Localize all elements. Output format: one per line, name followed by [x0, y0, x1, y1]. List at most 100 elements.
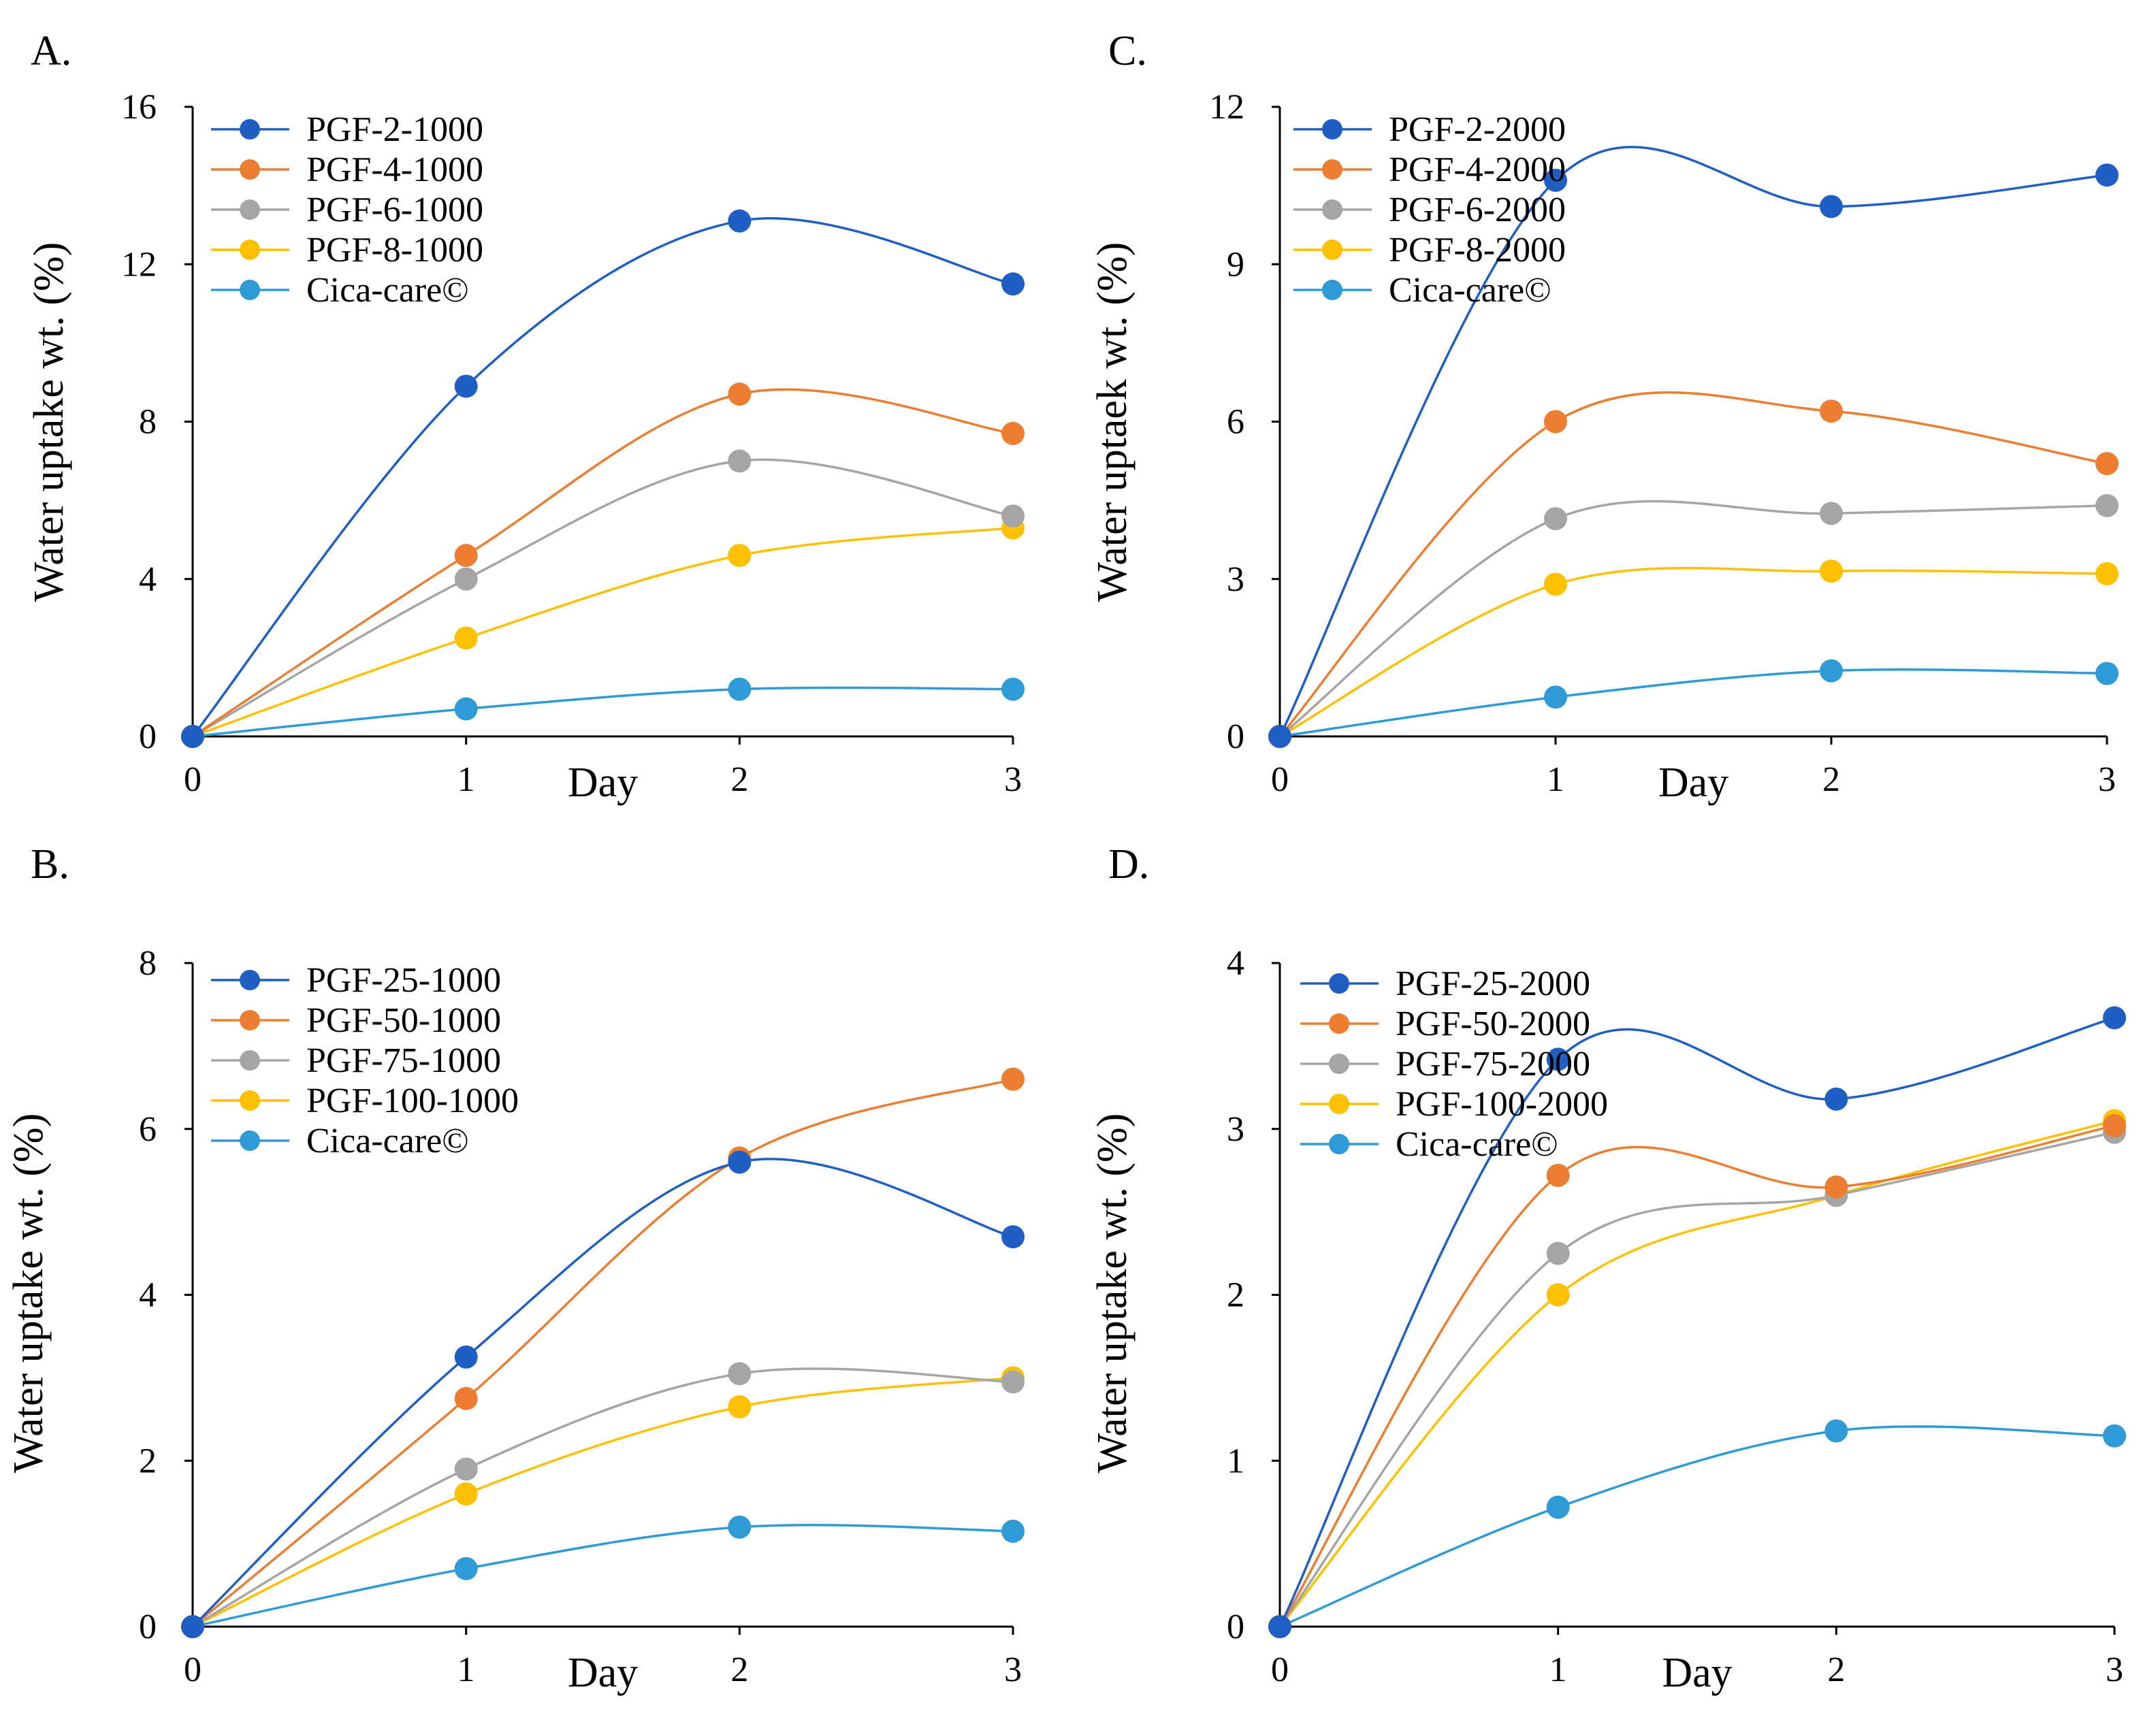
x-axis-title: Day — [568, 760, 638, 806]
y-tick-label: 12 — [1209, 88, 1244, 127]
x-tick-label: 0 — [184, 1650, 202, 1689]
data-point — [1820, 400, 1843, 423]
data-point — [1824, 1175, 1848, 1199]
data-point — [1820, 559, 1843, 583]
y-tick-label: 16 — [121, 88, 157, 127]
legend-label: PGF-75-1000 — [306, 1041, 501, 1080]
legend-label: PGF-25-1000 — [306, 961, 501, 1000]
legend-marker — [240, 119, 260, 140]
panel-label: B. — [31, 841, 69, 888]
data-point — [728, 677, 752, 701]
data-point — [1001, 1370, 1025, 1394]
series-line — [1278, 1130, 2115, 1628]
legend-marker — [240, 280, 260, 300]
data-point — [2103, 1424, 2126, 1448]
legend-marker — [240, 1010, 260, 1030]
series-line — [1278, 1119, 2115, 1628]
legend-label: PGF-8-1000 — [306, 231, 483, 270]
x-tick-label: 1 — [1549, 1650, 1567, 1689]
series-line — [1279, 1425, 2115, 1628]
x-tick-label: 3 — [2106, 1650, 2123, 1689]
legend-marker — [1322, 280, 1342, 300]
data-point — [728, 382, 752, 406]
y-tick-label: 4 — [1227, 944, 1244, 983]
panel-label: C. — [1108, 28, 1147, 74]
data-point — [728, 544, 752, 568]
data-point — [454, 1482, 478, 1505]
data-point — [454, 1345, 478, 1369]
data-point — [1544, 507, 1567, 531]
x-axis-title: Day — [1658, 760, 1728, 806]
legend-label: PGF-6-1000 — [306, 191, 483, 229]
data-point — [2095, 662, 2119, 685]
series-line — [191, 217, 1014, 738]
data-point — [454, 1457, 478, 1481]
data-point — [1544, 168, 1567, 192]
x-tick-label: 2 — [1827, 1650, 1845, 1689]
legend-marker — [240, 159, 260, 180]
legend-marker — [240, 1090, 260, 1111]
panel-label: A. — [31, 28, 71, 74]
data-point — [1824, 1087, 1848, 1111]
legend-label: PGF-4-1000 — [306, 150, 483, 189]
data-point — [728, 1362, 752, 1386]
chart-panel-4: D. 0 1 2 3 4 0 1 2 3 Day Water uptake wt. (%) PGF-25… — [1089, 841, 2126, 1696]
data-point — [728, 209, 752, 233]
data-point — [181, 725, 204, 748]
legend-label: PGF-8-2000 — [1389, 231, 1566, 270]
data-point — [1001, 677, 1025, 701]
data-point — [1268, 725, 1291, 748]
legend-label: Cica-care© — [1389, 271, 1551, 310]
series-line — [192, 686, 1014, 738]
x-tick-label: 2 — [1822, 760, 1840, 799]
legend-marker — [1329, 1054, 1349, 1074]
legend-marker — [240, 970, 260, 990]
legend-marker — [1329, 1094, 1349, 1114]
series-line — [1278, 146, 2108, 737]
legend-label: PGF-4-2000 — [1389, 150, 1566, 189]
data-point — [1820, 195, 1843, 218]
y-tick-label: 3 — [1227, 560, 1244, 599]
legend-marker — [240, 1050, 260, 1071]
data-point — [1001, 272, 1025, 296]
y-tick-label: 2 — [1227, 1276, 1244, 1315]
data-point — [1546, 1164, 1570, 1187]
data-point — [2103, 1113, 2126, 1137]
series-line — [1279, 566, 2108, 738]
y-tick-label: 6 — [139, 1110, 157, 1149]
legend-marker — [1322, 199, 1342, 220]
data-point — [1824, 1419, 1848, 1443]
data-point — [1820, 659, 1843, 683]
series-line — [1278, 391, 2108, 738]
data-point — [2095, 452, 2119, 476]
y-tick-label: 9 — [1227, 245, 1244, 284]
legend-label: PGF-2-2000 — [1389, 110, 1566, 149]
data-point — [1546, 1283, 1570, 1307]
data-point — [454, 567, 478, 591]
legend-marker — [240, 199, 260, 220]
legend-label: PGF-75-2000 — [1396, 1045, 1590, 1084]
data-point — [1001, 504, 1025, 528]
data-point — [728, 1515, 752, 1539]
series-line — [1278, 500, 2108, 738]
x-tick-label: 0 — [1271, 760, 1289, 799]
y-tick-label: 1 — [1227, 1442, 1244, 1480]
panel-label: D. — [1108, 841, 1149, 888]
legend-label: PGF-2-1000 — [306, 110, 483, 149]
data-point — [1546, 1047, 1570, 1071]
data-point — [1001, 421, 1025, 445]
legend-marker — [1322, 119, 1342, 140]
y-tick-label: 0 — [1227, 1608, 1244, 1646]
data-point — [2095, 493, 2119, 517]
y-tick-label: 0 — [1227, 717, 1244, 756]
x-axis-title: Day — [1662, 1650, 1732, 1696]
data-point — [2095, 562, 2119, 586]
series-line — [191, 1158, 1014, 1628]
legend-label: PGF-25-2000 — [1396, 964, 1590, 1003]
legend-label: PGF-100-2000 — [1396, 1085, 1608, 1124]
legend-marker — [240, 240, 260, 260]
x-tick-label: 3 — [1004, 760, 1022, 799]
data-point — [728, 1150, 752, 1174]
